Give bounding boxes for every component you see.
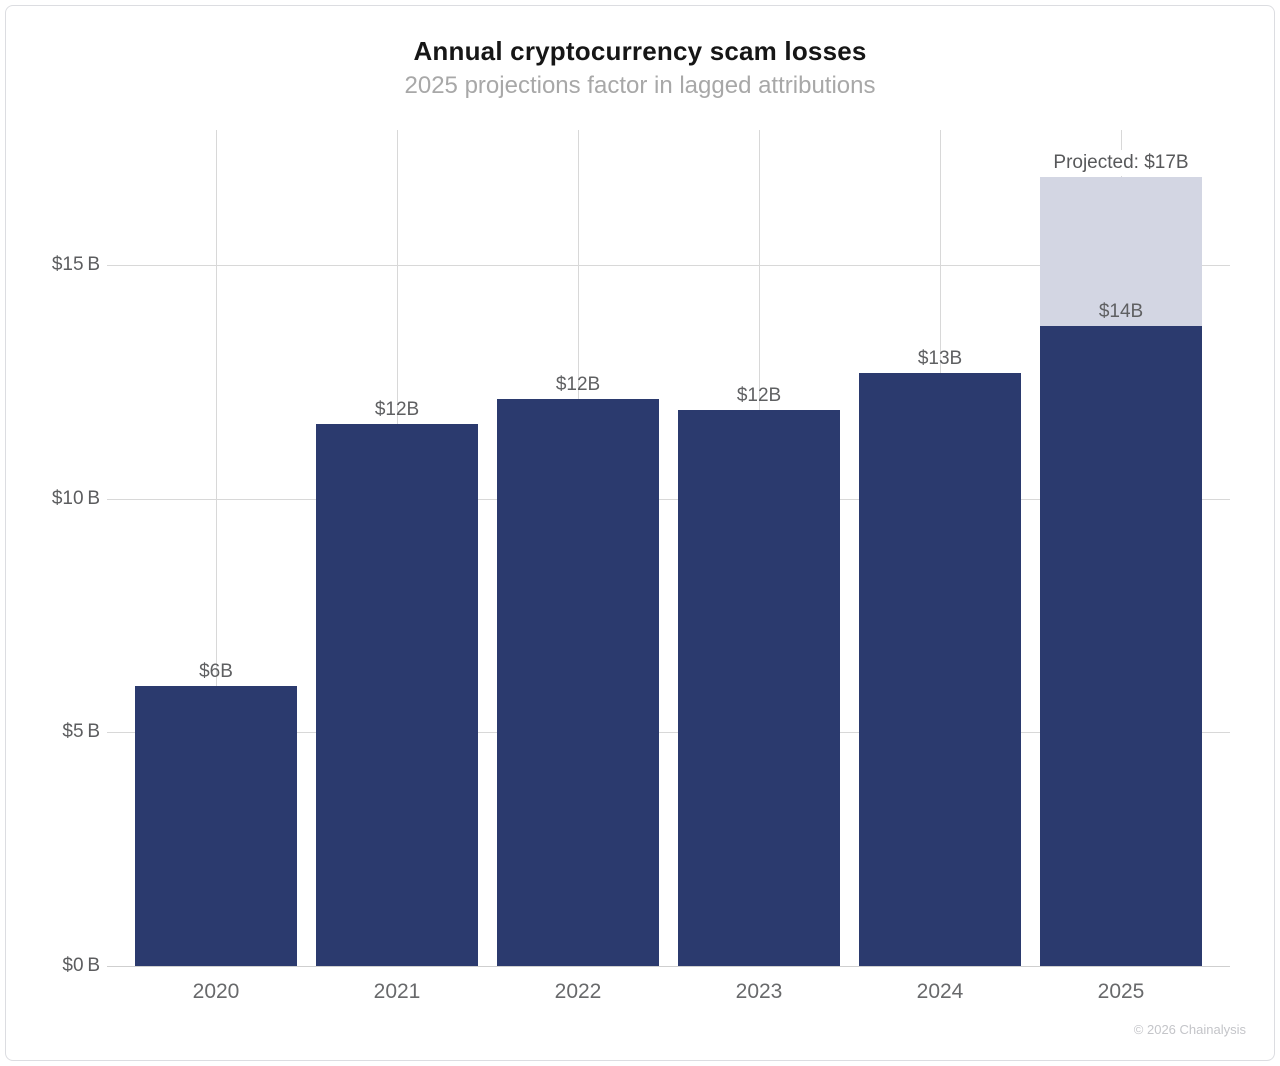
x-tick-label-2024: 2024 — [916, 980, 964, 1003]
x-tick-label-2022: 2022 — [554, 980, 602, 1003]
x-tick-label-2023: 2023 — [735, 980, 783, 1003]
y-gridline-10 — [107, 499, 1230, 500]
x-tick-label-2025: 2025 — [1097, 980, 1145, 1003]
y-gridline-0 — [107, 966, 1230, 967]
y-tick-label: $10 B — [51, 488, 100, 509]
copyright-credit: © 2026 Chainalysis — [1133, 1022, 1246, 1037]
bar-2020 — [135, 685, 297, 966]
projected-annotation: Projected: $17B — [1047, 149, 1195, 176]
bar-2023 — [678, 410, 840, 966]
x-tick-label-2020: 2020 — [192, 980, 240, 1003]
y-tick-label: $15 B — [51, 254, 100, 275]
bar-value-label-2020: $6B — [199, 660, 233, 682]
bar-segment-projected-2025 — [1040, 176, 1202, 327]
bar-value-label-2024: $13B — [917, 347, 963, 369]
y-tick-label: $5 B — [62, 721, 100, 742]
bar-value-label-2023: $12B — [736, 385, 782, 407]
bar-2022 — [497, 398, 659, 966]
bar-value-label-2025: $14B — [1098, 301, 1144, 323]
x-gridline-2020 — [216, 130, 217, 966]
bar-2025 — [1040, 326, 1202, 966]
bar-2024 — [859, 372, 1021, 966]
y-gridline-5 — [107, 732, 1230, 733]
bar-2021 — [316, 424, 478, 966]
bar-value-label-2021: $12B — [374, 399, 420, 421]
y-tick-label: $0 B — [62, 955, 100, 976]
y-gridline-15 — [107, 265, 1230, 266]
page-title: Annual cryptocurrency scam losses — [413, 36, 867, 66]
page-subtitle: 2025 projections factor in lagged attrib… — [404, 72, 876, 99]
x-tick-label-2021: 2021 — [373, 980, 421, 1003]
bar-value-label-2022: $12B — [555, 373, 601, 395]
